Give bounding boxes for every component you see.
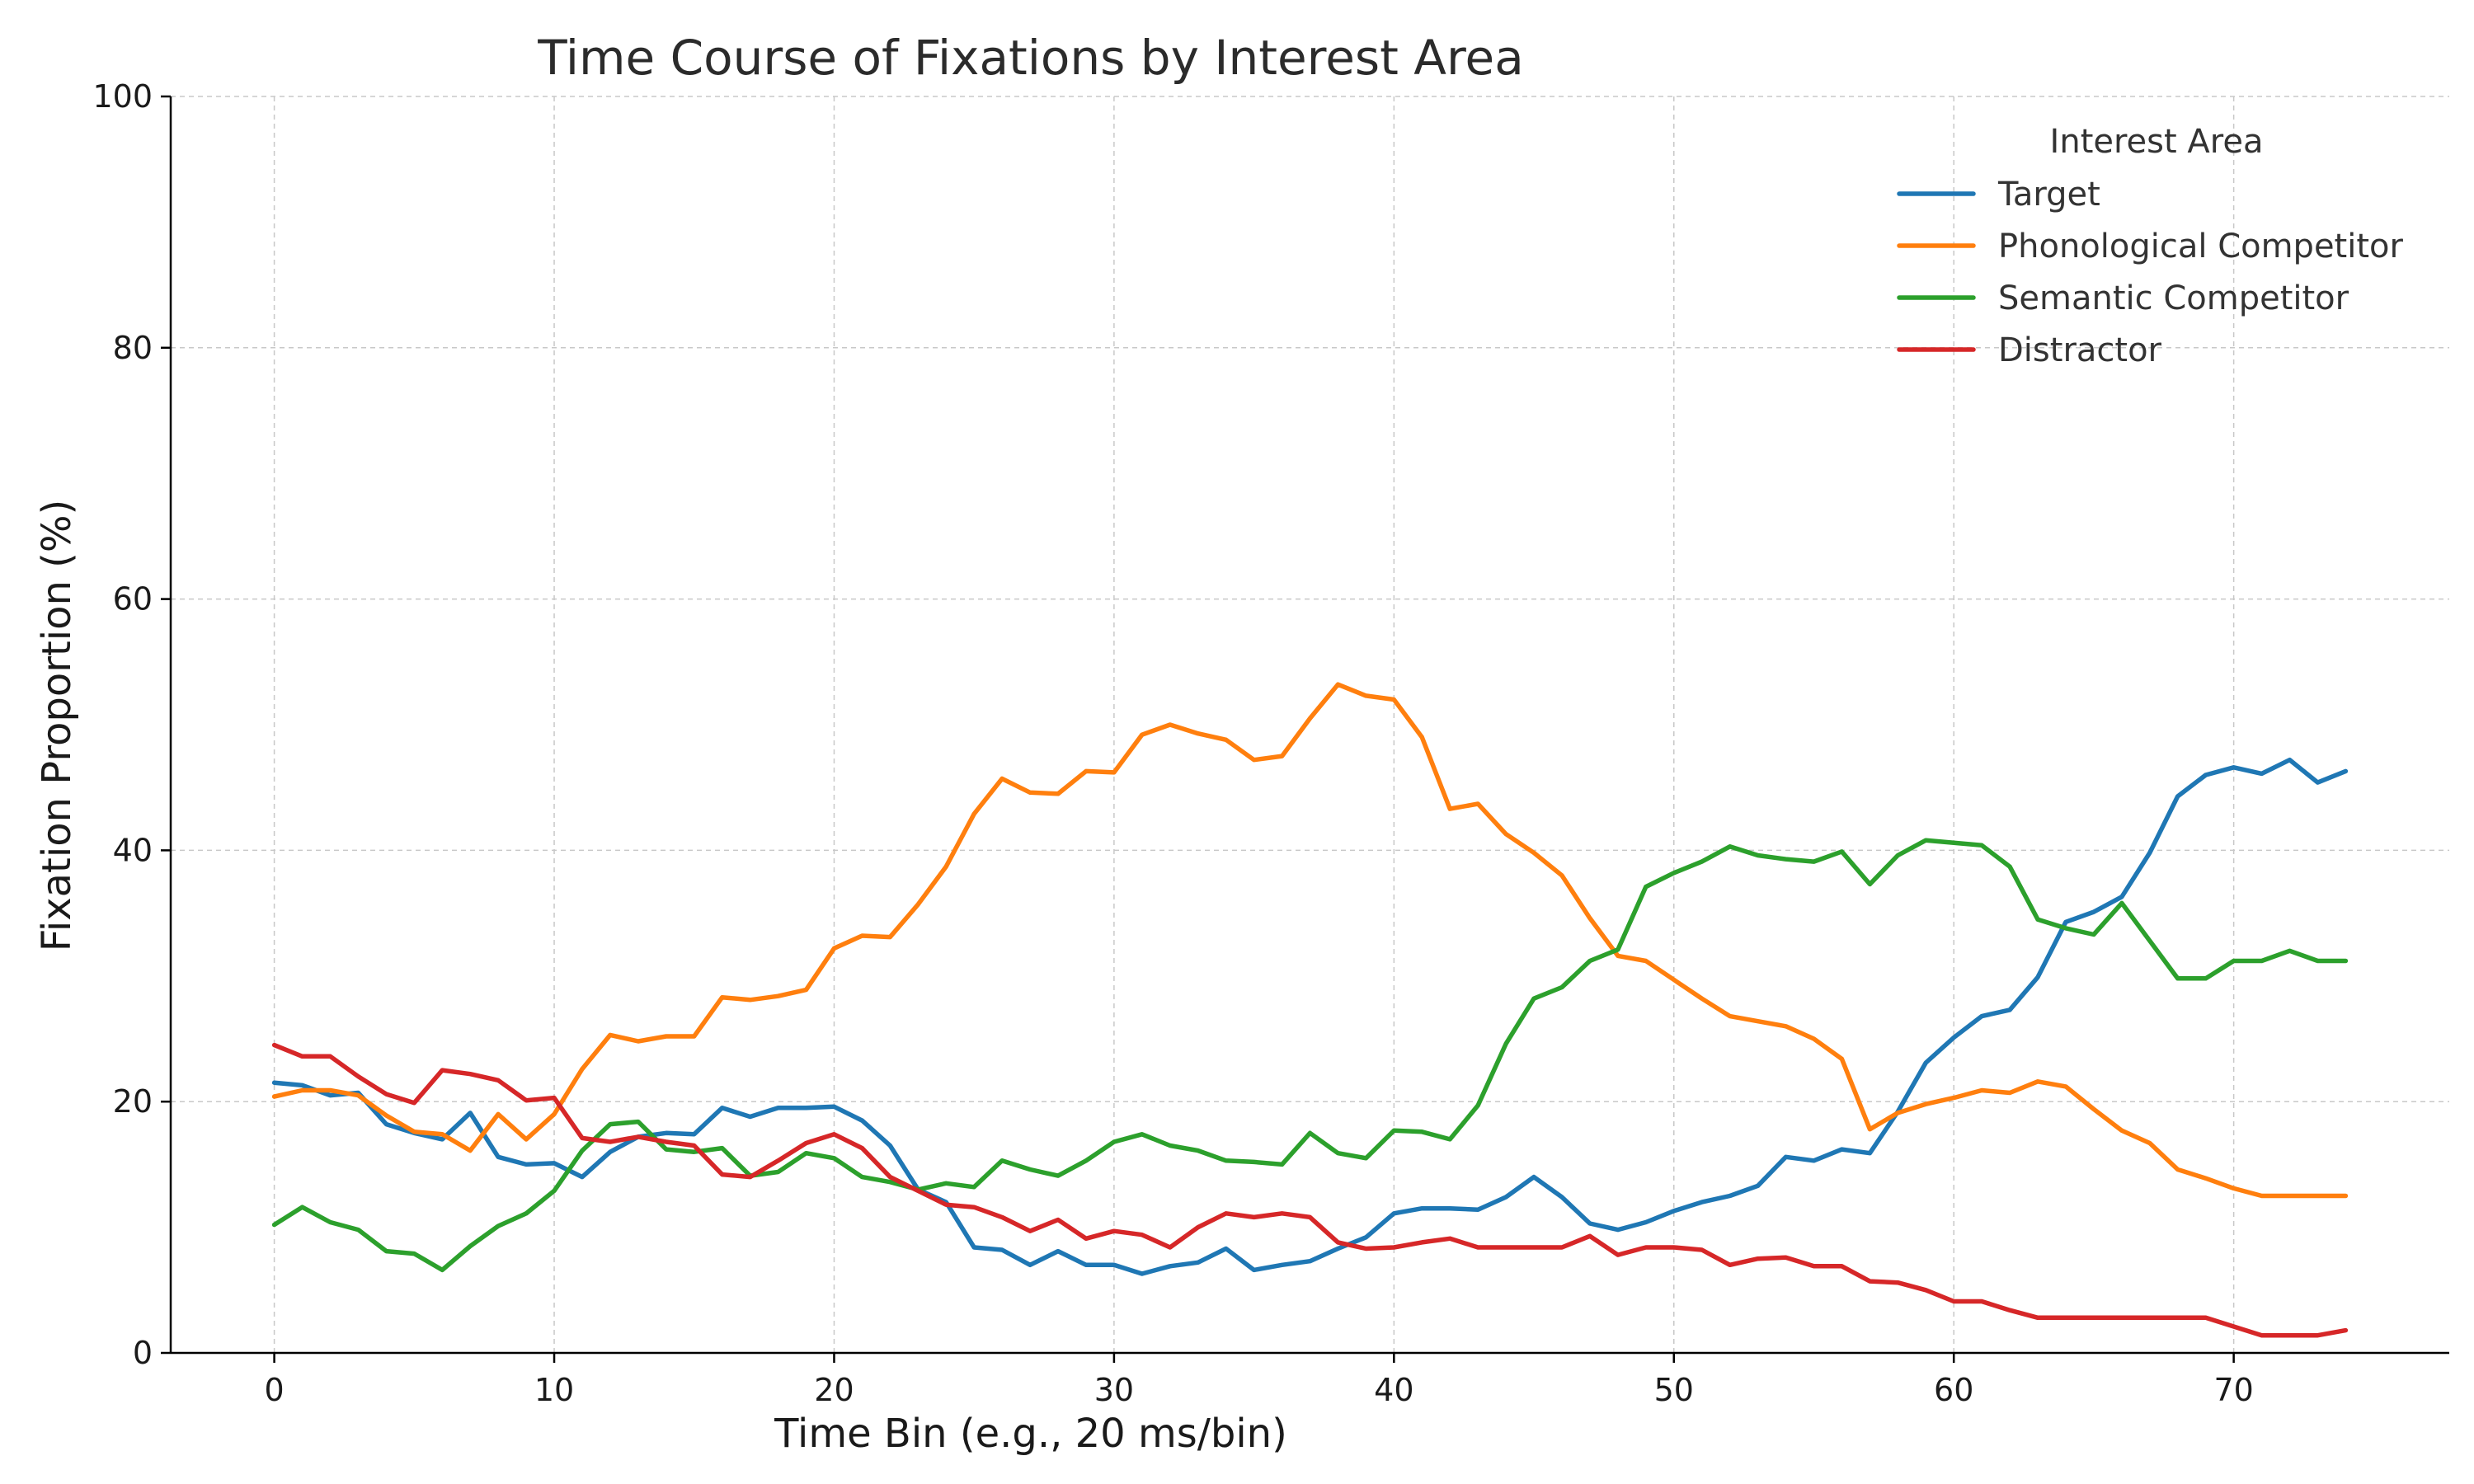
y-tick-label: 20	[113, 1083, 153, 1120]
y-tick-label: 80	[113, 330, 153, 366]
chart-title: Time Course of Fixations by Interest Are…	[537, 30, 1524, 86]
series-lines	[271, 682, 2349, 1338]
y-axis-title: Fixation Proportion (%)	[34, 500, 80, 951]
x-tick-label: 10	[534, 1372, 574, 1408]
x-tick-label: 40	[1374, 1372, 1413, 1408]
x-tick-label: 70	[2213, 1372, 2253, 1408]
legend-label-phonological-competitor: Phonological Competitor	[1998, 228, 2404, 265]
ticks: 0 10 20 30 40 50 60 70 0 20 40 60 80 100	[92, 78, 2253, 1408]
series-line-distractor	[271, 1042, 2349, 1338]
series-line-target	[271, 757, 2349, 1276]
legend-title: Interest Area	[2050, 123, 2264, 161]
grid	[171, 96, 2449, 1354]
legend-label-target: Target	[1997, 176, 2100, 214]
x-tick-label: 30	[1094, 1372, 1134, 1408]
series-line-semantic-competitor	[271, 838, 2349, 1273]
legend-label-semantic-competitor: Semantic Competitor	[1998, 279, 2349, 317]
legend: Interest Area Target Phonological Competit…	[1897, 123, 2404, 369]
y-tick-label: 0	[133, 1335, 153, 1371]
legend-label-distractor: Distractor	[1998, 331, 2162, 369]
x-tick-label: 0	[264, 1372, 284, 1408]
x-tick-label: 60	[1934, 1372, 1973, 1408]
x-tick-label: 50	[1654, 1372, 1694, 1408]
x-axis-title: Time Bin (e.g., 20 ms/bin)	[774, 1411, 1287, 1457]
x-tick-label: 20	[814, 1372, 854, 1408]
y-tick-label: 100	[92, 78, 153, 115]
y-tick-label: 40	[113, 832, 153, 868]
series-line-phonological-competitor	[271, 682, 2349, 1199]
y-tick-label: 60	[113, 581, 153, 618]
axes	[169, 96, 2449, 1355]
